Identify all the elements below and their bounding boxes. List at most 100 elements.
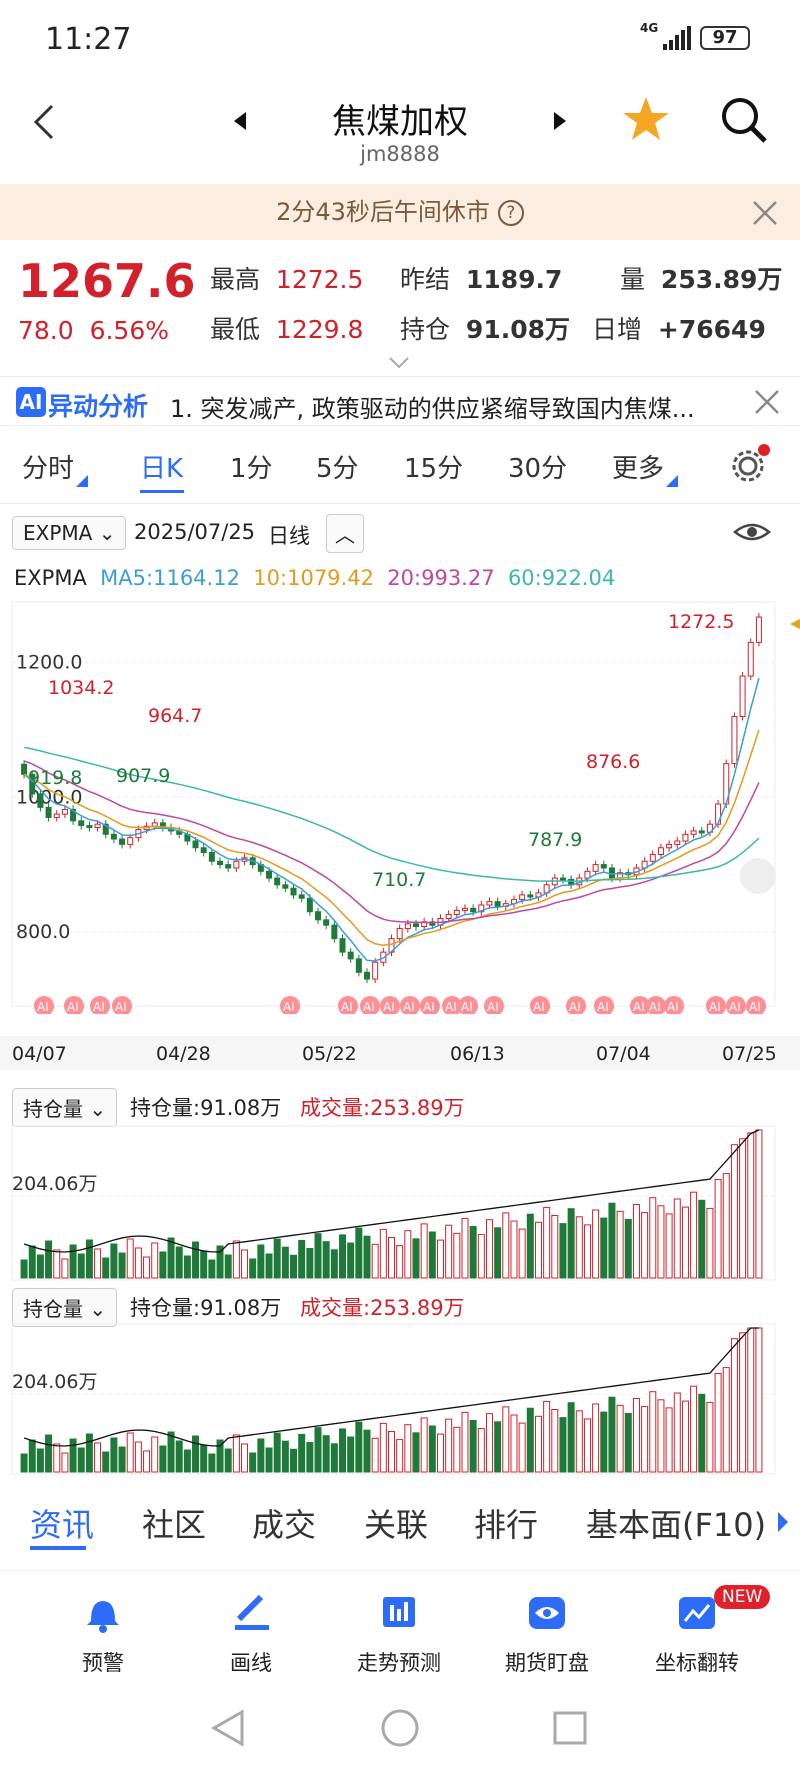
volume-bar <box>526 1407 534 1473</box>
candle <box>478 904 485 913</box>
candle <box>274 877 281 886</box>
tool-forecast[interactable]: 走势预测 <box>324 1593 474 1677</box>
recents-nav-icon[interactable] <box>552 1710 588 1746</box>
tab-daily-k[interactable]: 日K <box>140 448 183 485</box>
ai-marker <box>664 996 684 1014</box>
volume-bar <box>453 1232 461 1279</box>
close-icon[interactable] <box>752 200 778 226</box>
tool-flip[interactable]: NEW 坐标翻转 <box>622 1585 772 1677</box>
ai-analysis-bar[interactable]: AI 异动分析 1. 突发减产, 政策驱动的供应紧缩导致国内焦煤... <box>0 376 800 426</box>
vol-row: 量 253.89万 <box>620 260 782 296</box>
chart-date: 2025/07/25 <box>134 520 256 544</box>
volume-bar <box>298 1433 306 1473</box>
candle <box>412 923 419 928</box>
volume-bar <box>151 1242 159 1279</box>
tab-news[interactable]: 资讯 <box>30 1506 95 1544</box>
volume-bar <box>330 1249 338 1279</box>
notice-text: 2分43秒后午间休市 <box>276 198 490 226</box>
tab-trades[interactable]: 成交 <box>252 1506 317 1544</box>
gear-icon[interactable] <box>730 444 770 484</box>
volume-bar <box>232 1240 240 1279</box>
volume-bar <box>428 1231 436 1279</box>
tool-alert[interactable]: 预警 <box>28 1593 178 1677</box>
next-contract-icon[interactable] <box>552 110 568 132</box>
volume-bar <box>518 1228 526 1279</box>
eye-icon[interactable] <box>732 518 772 546</box>
volume-bar <box>45 1434 53 1473</box>
candle <box>755 616 762 643</box>
tab-more[interactable]: 更多 <box>612 448 679 487</box>
volume-bar <box>706 1401 714 1473</box>
star-icon[interactable] <box>620 94 672 144</box>
volume-bar <box>681 1400 689 1473</box>
volume-bar <box>61 1258 69 1279</box>
volume-bar <box>730 1338 738 1473</box>
ai-marker-label: AI <box>445 1000 457 1014</box>
prev-label: 昨结 <box>400 265 451 294</box>
volume-bar <box>485 1413 493 1473</box>
volume-bar <box>85 1239 93 1279</box>
chevron-right-icon[interactable] <box>776 1510 790 1534</box>
sub-indicator-select[interactable]: 持仓量 ⌄ <box>12 1288 118 1327</box>
tab-30min[interactable]: 30分 <box>508 454 568 484</box>
new-badge: NEW <box>714 1585 771 1609</box>
volume-bar <box>445 1224 453 1279</box>
sub-indicator-select[interactable]: 持仓量 ⌄ <box>12 1088 118 1127</box>
tool-watch[interactable]: 期货盯盘 <box>472 1593 622 1677</box>
tab-1min[interactable]: 1分 <box>230 454 273 484</box>
y-tick-label: 204.06万 <box>12 1371 97 1393</box>
ai-marker-label: AI <box>93 1000 105 1014</box>
tab-related[interactable]: 关联 <box>364 1506 429 1544</box>
volume-bar <box>502 1406 510 1473</box>
volume-oi-chart-1: 204.06万 <box>11 1125 776 1281</box>
volume-bar <box>118 1252 126 1279</box>
candle <box>461 907 468 911</box>
open-interest-line <box>23 1327 759 1447</box>
high-value: 1272.5 <box>275 265 364 294</box>
back-icon[interactable] <box>30 102 60 142</box>
candle <box>37 793 44 808</box>
ma5-line <box>23 677 760 962</box>
volume-bar <box>36 1448 44 1473</box>
tab-community[interactable]: 社区 <box>142 1506 207 1544</box>
oi-value: 91.08万 <box>465 315 570 344</box>
y-tick-label: 800.0 <box>16 921 70 943</box>
market-notice: 2分43秒后午间休市? <box>0 184 800 240</box>
volume-bar <box>436 1433 444 1473</box>
tab-15min[interactable]: 15分 <box>404 454 464 484</box>
volume-bar <box>412 1238 420 1279</box>
volume-bar <box>649 1391 657 1473</box>
volume-bar <box>739 1332 747 1473</box>
candle <box>698 830 705 834</box>
candle <box>331 924 338 940</box>
indicator-select[interactable]: EXPMA ⌄ <box>12 516 127 550</box>
indicator-row: EXPMA ⌄ 2025/07/25 日线 ︿ <box>0 512 800 556</box>
y-tick-label: 204.06万 <box>12 1173 97 1195</box>
system-nav-bar <box>0 1690 800 1765</box>
tab-fundamentals[interactable]: 基本面(F10) <box>586 1506 767 1544</box>
volume-bar <box>510 1414 518 1473</box>
search-icon[interactable] <box>718 94 770 146</box>
back-nav-icon[interactable] <box>210 1708 246 1748</box>
home-nav-icon[interactable] <box>380 1708 420 1748</box>
volume-bar <box>583 1224 591 1279</box>
tab-ranking[interactable]: 排行 <box>474 1506 539 1544</box>
volume-bar <box>339 1234 347 1279</box>
volume-bar <box>461 1411 469 1473</box>
volume-bar <box>543 1400 551 1473</box>
tab-5min[interactable]: 5分 <box>316 454 359 484</box>
close-icon[interactable] <box>754 389 780 415</box>
volume-bar <box>379 1228 387 1279</box>
tool-draw[interactable]: 画线 <box>176 1593 326 1677</box>
prev-contract-icon[interactable] <box>232 110 248 132</box>
help-icon[interactable]: ? <box>497 200 524 226</box>
chevron-down-icon[interactable] <box>388 356 410 370</box>
volume-bar <box>575 1410 583 1473</box>
ai-marker-label: AI <box>403 1000 415 1014</box>
tab-timeshare[interactable]: 分时 <box>22 448 89 487</box>
collapse-button[interactable]: ︿ <box>326 514 364 553</box>
ai-marker <box>420 996 440 1014</box>
tool-label: 坐标翻转 <box>655 1651 739 1675</box>
volume-bar <box>632 1398 640 1473</box>
